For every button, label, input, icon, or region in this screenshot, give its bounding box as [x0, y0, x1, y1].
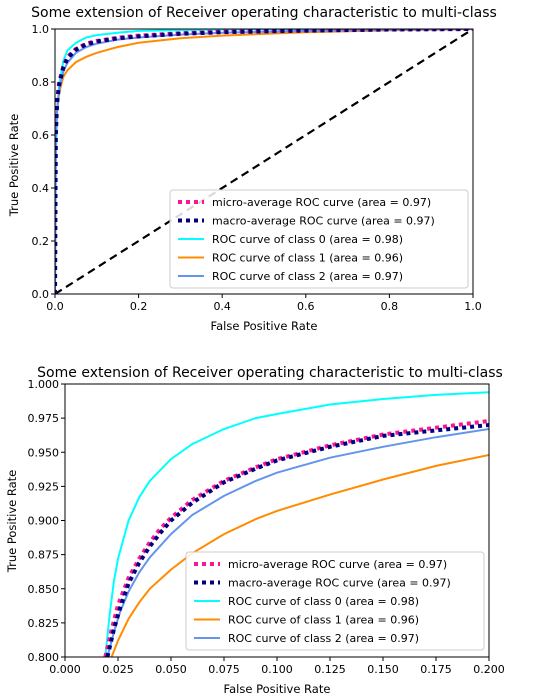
y-axis-label: True Positive Rate: [5, 470, 19, 573]
y-axis-ticks: 0.0 0.2 0.4 0.6 0.8 1.0: [32, 23, 55, 301]
y-tick-label: 0.875: [28, 549, 60, 562]
plot-area: [54, 28, 474, 295]
chart-title: Some extension of Receiver operating cha…: [37, 365, 503, 381]
x-tick-label: 0.125: [314, 663, 346, 676]
legend-label: ROC curve of class 1 (area = 0.96): [212, 252, 403, 265]
chart-title: Some extension of Receiver operating cha…: [31, 5, 497, 21]
x-tick-label: 0.200: [473, 663, 505, 676]
series-line-2: [104, 391, 489, 657]
x-tick-label: 0.0: [46, 300, 64, 313]
legend: micro-average ROC curve (area = 0.97) mac…: [169, 189, 469, 289]
legend-label: ROC curve of class 2 (area = 0.97): [212, 270, 403, 283]
x-axis-label: False Positive Rate: [224, 682, 331, 696]
y-tick-label: 0.4: [32, 182, 50, 195]
y-tick-label: 0.900: [28, 515, 60, 528]
legend-label: macro-average ROC curve (area = 0.97): [212, 215, 435, 228]
x-axis-label: False Positive Rate: [211, 319, 318, 333]
y-tick-label: 0.950: [28, 446, 60, 459]
y-tick-label: 0.925: [28, 480, 60, 493]
y-tick-label: 0.0: [32, 288, 50, 301]
roc-chart-zoomed: Some extension of Receiver operating cha…: [5, 365, 505, 696]
legend-label: micro-average ROC curve (area = 0.97): [212, 196, 431, 209]
x-tick-label: 1.0: [464, 300, 482, 313]
y-tick-label: 0.6: [32, 129, 50, 142]
legend-label: ROC curve of class 1 (area = 0.96): [228, 614, 419, 627]
y-tick-label: 0.975: [28, 412, 60, 425]
y-tick-label: 0.2: [32, 235, 50, 248]
series-line-4: [106, 428, 489, 657]
x-tick-label: 0.8: [381, 300, 399, 313]
axes-frame: [54, 28, 474, 295]
legend-box: [185, 551, 485, 651]
x-tick-label: 0.6: [297, 300, 315, 313]
x-axis-ticks: 0.0 0.2 0.4 0.6 0.8 1.0: [46, 294, 482, 313]
y-tick-label: 0.825: [28, 617, 60, 630]
legend-label: ROC curve of class 2 (area = 0.97): [228, 632, 419, 645]
y-tick-label: 1.000: [28, 378, 60, 391]
legend-label: macro-average ROC curve (area = 0.97): [228, 577, 451, 590]
x-tick-label: 0.150: [367, 663, 399, 676]
legend-label: ROC curve of class 0 (area = 0.98): [228, 595, 419, 608]
x-tick-label: 0.4: [213, 300, 231, 313]
y-tick-label: 1.0: [32, 23, 50, 36]
y-axis-ticks: 0.800 0.825 0.850 0.875 0.900 0.925 0.950 0.975…: [28, 378, 65, 664]
series-line-1: [55, 29, 473, 294]
y-axis-label: True Positive Rate: [7, 114, 21, 217]
x-tick-label: 0.2: [130, 300, 148, 313]
x-tick-label: 0.100: [261, 663, 293, 676]
legend-label: ROC curve of class 0 (area = 0.98): [212, 233, 403, 246]
x-tick-label: 0.075: [208, 663, 240, 676]
legend-label: micro-average ROC curve (area = 0.97): [228, 558, 447, 571]
chance-diagonal-line: [55, 29, 473, 294]
x-axis-ticks: 0.000 0.025 0.050 0.075 0.100 0.125 0.150 0.175…: [49, 657, 505, 676]
x-tick-label: 0.025: [102, 663, 134, 676]
y-tick-label: 0.8: [32, 76, 50, 89]
x-tick-label: 0.175: [420, 663, 452, 676]
roc-chart-full: Some extension of Receiver operating cha…: [7, 5, 497, 333]
legend-box: [169, 189, 469, 289]
series-line-3: [110, 454, 489, 657]
legend: micro-average ROC curve (area = 0.97) mac…: [185, 551, 485, 651]
x-tick-label: 0.050: [155, 663, 187, 676]
x-tick-label: 0.000: [49, 663, 81, 676]
y-tick-label: 0.800: [28, 651, 60, 664]
y-tick-label: 0.850: [28, 583, 60, 596]
series-lines: [103, 391, 489, 657]
series-lines: [55, 29, 473, 294]
series-line-0: [103, 418, 489, 657]
